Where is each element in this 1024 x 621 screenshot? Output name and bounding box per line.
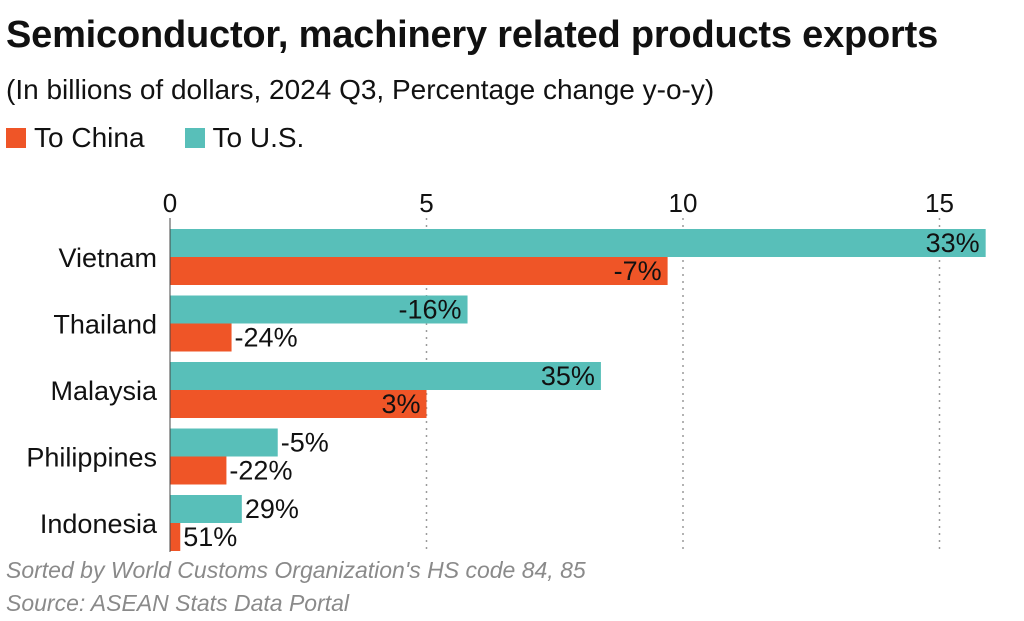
category-label-thailand: Thailand (53, 310, 157, 340)
data-label-us-indonesia: 29% (245, 494, 299, 524)
legend-item-china: To China (6, 122, 145, 154)
bar-china-vietnam (170, 257, 668, 285)
data-label-china-malaysia: 3% (381, 389, 420, 419)
data-label-china-philippines: -22% (229, 456, 292, 486)
bar-china-malaysia (170, 390, 427, 418)
legend-item-us: To U.S. (184, 122, 305, 154)
footnote-source: Source: ASEAN Stats Data Portal (6, 590, 350, 616)
data-label-china-vietnam: -7% (614, 256, 662, 286)
chart-title: Semiconductor, machinery related product… (6, 14, 939, 56)
bar-us-thailand (170, 295, 468, 324)
bar-us-malaysia (170, 362, 601, 390)
chart-subtitle: (In billions of dollars, 2024 Q3, Percen… (6, 74, 715, 105)
legend-swatch-china (6, 128, 26, 148)
legend: To China To U.S. (6, 122, 344, 154)
data-label-us-thailand: -16% (399, 295, 462, 325)
legend-label-china: To China (34, 122, 145, 153)
legend-label-us: To U.S. (212, 122, 305, 153)
data-label-china-thailand: -24% (235, 323, 298, 353)
x-tick-label: 15 (925, 188, 954, 218)
data-label-us-philippines: -5% (281, 428, 329, 458)
category-label-philippines: Philippines (26, 443, 157, 473)
bar-china-thailand (170, 323, 232, 352)
category-label-indonesia: Indonesia (40, 509, 158, 539)
bar-china-indonesia (170, 523, 181, 551)
bar-us-philippines (170, 428, 278, 457)
legend-swatch-us (184, 128, 205, 148)
x-tick-label: 10 (669, 188, 698, 218)
bar-china-philippines (170, 456, 227, 485)
category-label-malaysia: Malaysia (50, 376, 158, 406)
bar-us-indonesia (170, 495, 242, 523)
x-tick-label: 5 (419, 188, 433, 218)
bar-us-vietnam (170, 229, 986, 257)
data-label-us-vietnam: 33% (926, 228, 980, 258)
data-label-china-indonesia: 51% (183, 522, 237, 552)
data-label-us-malaysia: 35% (541, 361, 595, 391)
footnote-sorting: Sorted by World Customs Organization's H… (6, 557, 586, 583)
category-label-vietnam: Vietnam (58, 243, 157, 273)
x-tick-label: 0 (163, 188, 177, 218)
